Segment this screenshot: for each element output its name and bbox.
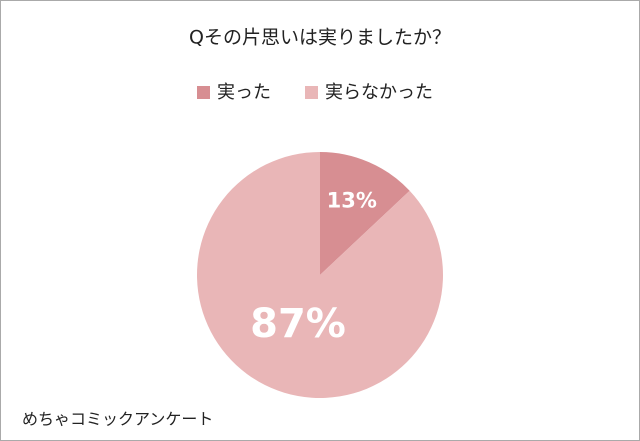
annotation: めちゃコミックアンケート [22,410,213,429]
legend-label: 実った [217,82,271,103]
pie-slice [320,152,410,275]
data-label: 13% [327,189,377,213]
legend-swatch [197,86,210,99]
pie-slice [196,152,443,398]
data-label: 87% [250,301,346,347]
legend-label: 実らなかった [325,82,433,103]
chart-title: Qその片思いは実りましたか？ [189,27,451,49]
legend-swatch [305,86,318,99]
